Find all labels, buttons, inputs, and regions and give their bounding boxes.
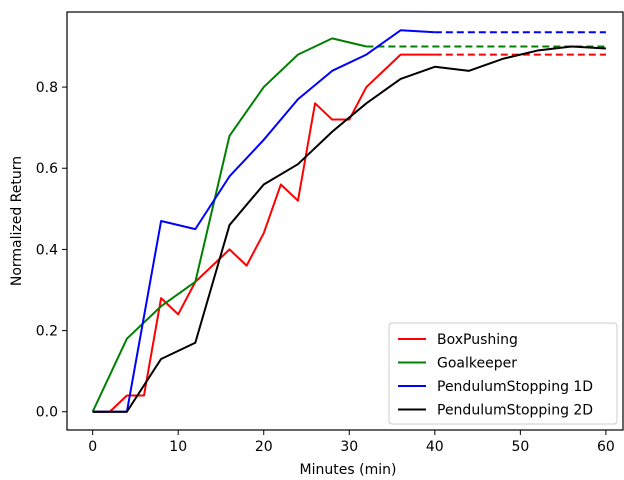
y-tick-label: 0.2 [36, 324, 58, 340]
legend-box [388, 322, 618, 425]
x-tick-label: 40 [426, 439, 444, 455]
x-tick-label: 60 [597, 439, 615, 455]
plot-area-frame [66, 11, 624, 431]
y-axis-label: Normalized Return [9, 156, 25, 286]
y-tick-label: 0.8 [36, 80, 58, 96]
legend-label: PendulumStopping 2D [437, 403, 593, 419]
x-tick-label: 0 [88, 439, 97, 455]
series-line-1 [91, 37, 367, 413]
series-layer [91, 29, 606, 413]
series-line-0 [92, 53, 435, 413]
legend: BoxPushing Goalkeeper PendulumStopping 1D P… [388, 322, 618, 425]
series-line-3 [92, 45, 606, 413]
x-tick-label: 20 [255, 439, 273, 455]
y-tick-label: 0.6 [36, 161, 58, 177]
legend-label: BoxPushing [437, 332, 518, 348]
y-tick-label: 0.4 [36, 242, 58, 258]
x-tick-label: 50 [511, 439, 529, 455]
legend-label: Goalkeeper [437, 356, 517, 372]
y-tick-label: 0.0 [36, 405, 58, 421]
x-tick-label: 10 [169, 439, 187, 455]
legend-label: PendulumStopping 1D [437, 379, 593, 395]
x-axis-label: Minutes (min) [300, 462, 397, 478]
series-line-2 [92, 29, 435, 413]
axes-layer: 0 10 20 30 40 50 60 0.0 0.2 0.4 0.6 0.8 [36, 80, 615, 455]
x-tick-label: 30 [340, 439, 358, 455]
